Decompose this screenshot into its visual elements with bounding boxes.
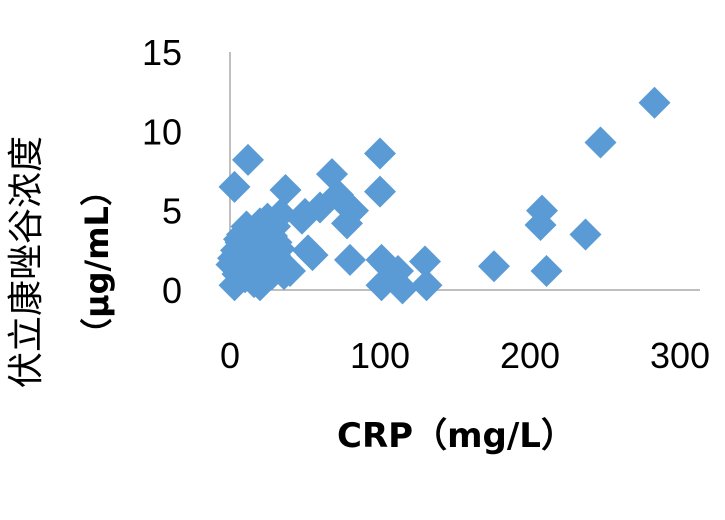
x-axis-label: CRP（mg/L） [337,416,575,456]
data-point [232,143,264,176]
data-point [232,213,264,246]
data-point [409,245,441,278]
y-axis-unit-label: （μg/mL） [78,174,116,350]
data-point [334,243,366,276]
y-tick-label: 5 [162,191,182,232]
x-tick-label: 200 [500,335,560,376]
data-point [478,250,510,283]
data-point [410,269,443,302]
x-tick-labels: 0 100 200 300 [220,335,710,376]
y-tick-labels: 0 5 10 15 [142,32,182,311]
y-tick-label: 15 [142,32,182,73]
data-point [386,272,419,305]
data-point [364,137,396,170]
data-point [215,248,248,281]
data-point [364,175,396,208]
x-tick-label: 0 [220,335,240,376]
data-point [331,207,363,240]
data-point [569,218,602,251]
x-tick-label: 100 [350,335,410,376]
data-point [584,126,617,159]
data-point [218,170,251,203]
x-tick-label: 300 [650,335,710,376]
data-point [256,258,288,291]
data-point [530,254,563,287]
y-axis-label: 伏立康唑谷浓度 [6,136,47,388]
y-tick-label: 0 [162,270,182,311]
data-point [269,174,302,207]
data-point [524,208,557,241]
y-tick-label: 10 [142,111,182,152]
data-point [296,239,329,272]
data-point [247,231,279,264]
data-point [286,202,318,235]
data-points [215,86,671,305]
data-point [638,86,671,119]
